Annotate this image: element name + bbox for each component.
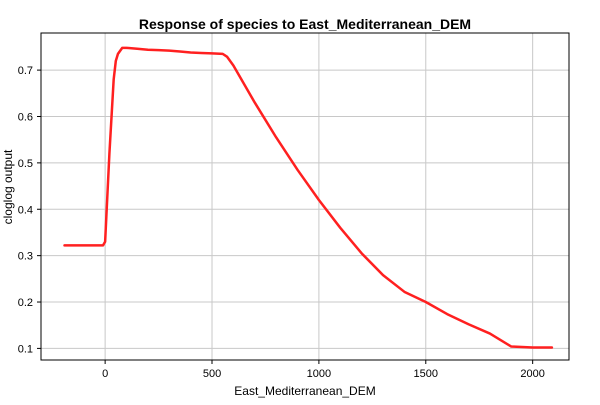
y-tick-label: 0.7 (18, 65, 33, 77)
x-tick-label: 1000 (307, 368, 331, 380)
y-axis-label: cloglog output (1, 149, 15, 224)
x-tick-label: 1500 (414, 368, 438, 380)
y-tick-label: 0.1 (18, 343, 33, 355)
x-tick-label: 2000 (520, 368, 544, 380)
x-axis-label: East_Mediterranean_DEM (234, 384, 375, 398)
series-layer (63, 46, 554, 349)
y-tick-label: 0.3 (18, 251, 33, 263)
chart-title: Response of species to East_Mediterranea… (139, 16, 471, 32)
y-tick-label: 0.6 (18, 111, 33, 123)
x-tick-label: 500 (203, 368, 221, 380)
y-tick-label: 0.5 (18, 158, 33, 170)
axis-ticks: 0 500 1000 1500 2000 0.1 0.2 0.3 0.4 0.5 0.6 0.7 (18, 65, 545, 380)
plot-area-frame (40, 32, 570, 361)
x-tick-label: 0 (102, 368, 108, 380)
grid-lines (41, 33, 569, 360)
response-curve (63, 46, 554, 349)
y-tick-label: 0.4 (18, 204, 33, 216)
y-tick-label: 0.2 (18, 297, 33, 309)
